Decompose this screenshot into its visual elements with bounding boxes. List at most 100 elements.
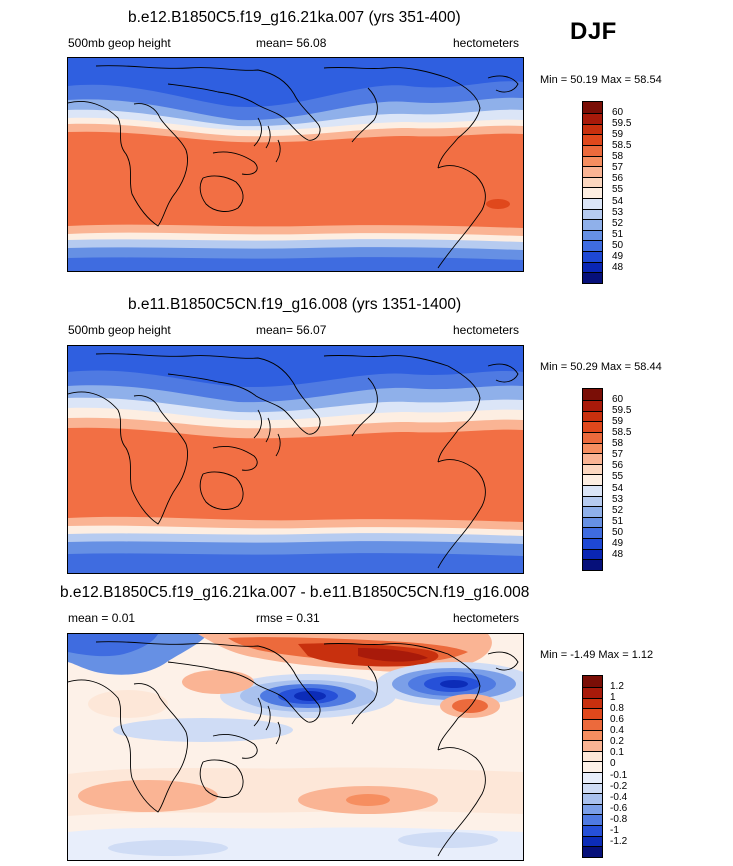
panel-3-units-label: hectometers: [453, 611, 520, 625]
panel-3-colorbar-tick: 0.8: [610, 703, 624, 714]
panel-2-colorbar-box: [583, 410, 602, 422]
panel-3-map: [67, 633, 524, 861]
panel-2-colorbar-box: [583, 442, 602, 454]
panel-2-colorbar-tick: 59: [612, 416, 624, 427]
panel-3-mean-label: mean = 0.01: [68, 611, 136, 625]
panel-3-colorbar-tick: -0.1: [610, 770, 628, 781]
panel-1-colorbar-box: [583, 219, 602, 230]
panel-3-colorbar-box: [583, 846, 602, 857]
panel-1-map: [67, 57, 524, 272]
panel-1-colorbar-box: [583, 240, 602, 251]
panel-1-colorbar-box: [583, 176, 602, 188]
panel-1-colorbar-tick: 53: [612, 207, 624, 218]
panel-2-colorbar-box: [583, 506, 602, 517]
panel-1-colorbar-box: [583, 155, 602, 167]
panel-2-colorbar-tick: 54: [612, 483, 624, 494]
panel-3-colorbar-tick: -0.4: [610, 792, 628, 803]
panel-3-colorbar-box: [583, 814, 602, 825]
panel-3-colorbar-tick: 0: [610, 758, 616, 769]
panel-3-minmax: Min = -1.49 Max = 1.12: [540, 649, 654, 661]
panel-1-colorbar-box: [583, 229, 602, 241]
panel-3-colorbar-tick: -0.8: [610, 814, 628, 825]
panel-2-colorbar-box: [583, 453, 602, 464]
panel-1-title: b.e12.B1850C5.f19_g16.21ka.007 (yrs 351-…: [128, 9, 461, 26]
panel-3-colorbar-box: [583, 740, 602, 751]
panel-3-colorbar-tick: 1: [610, 692, 616, 703]
panel-1-colorbar-box: [583, 166, 602, 177]
panel-2-colorbar-box: [583, 516, 602, 528]
panel-2-colorbar-tick: 49: [612, 538, 624, 549]
panel-1-colorbar-tick: 59.5: [612, 118, 632, 129]
panel-1-colorbar-box: [583, 123, 602, 135]
panel-2-colorbar-box: [583, 389, 602, 401]
panel-1-colorbar-tick: 52: [612, 218, 624, 229]
panel-3-colorbar-tick: -0.2: [610, 781, 628, 792]
panel-2-minmax: Min = 50.29 Max = 58.44: [540, 361, 662, 373]
panel-2-colorbar-box: [583, 527, 602, 538]
panel-2-colorbar: [582, 388, 603, 571]
panel-3-colorbar-tick: 0.2: [610, 736, 624, 747]
panel-3-colorbar-tick: 1.2: [610, 681, 624, 692]
panel-3-colorbar: [582, 675, 603, 858]
panel-3-colorbar-tick: 0.1: [610, 747, 624, 758]
panel-1-variable-label: 500mb geop height: [68, 36, 171, 50]
panel-1-colorbar-box: [583, 187, 602, 198]
panel-2-colorbar-box: [583, 474, 602, 485]
panel-2-colorbar-tick: 51: [612, 516, 624, 527]
panel-1-colorbar-tick: 57: [612, 162, 624, 173]
panel-2-colorbar-tick: 58: [612, 438, 624, 449]
panel-1-colorbar-tick: 55: [612, 184, 624, 195]
panel-2-colorbar-box: [583, 484, 602, 496]
panel-3-colorbar-box: [583, 761, 602, 772]
panel-3-colorbar-box: [583, 771, 602, 783]
panel-2-title: b.e11.B1850C5CN.f19_g16.008 (yrs 1351-14…: [128, 296, 462, 313]
panel-2-colorbar-tick: 59.5: [612, 405, 632, 416]
panel-3-colorbar-tick: -1: [610, 825, 619, 836]
panel-2-colorbar-tick: 50: [612, 527, 624, 538]
panel-3-colorbar-tick: -0.6: [610, 803, 628, 814]
panel-2-colorbar-box: [583, 548, 602, 560]
panel-2-colorbar-box: [583, 400, 602, 411]
panel-1-colorbar-box: [583, 113, 602, 124]
panel-3-colorbar-box: [583, 718, 602, 730]
panel-1-colorbar-box: [583, 102, 602, 114]
panel-2-colorbar-tick: 57: [612, 449, 624, 460]
panel-1-colorbar-tick: 50: [612, 240, 624, 251]
panel-3-colorbar-box: [583, 708, 602, 719]
panel-2-colorbar-tick: 60: [612, 394, 624, 405]
panel-1-colorbar-tick: 58.5: [612, 140, 632, 151]
panel-1-mean-label: mean= 56.08: [256, 36, 327, 50]
panel-1-colorbar-tick: 49: [612, 251, 624, 262]
panel-1-colorbar-tick: 59: [612, 129, 624, 140]
panel-1-colorbar: [582, 101, 603, 284]
panel-1-colorbar-box: [583, 197, 602, 209]
panel-1-units-label: hectometers: [453, 36, 520, 50]
panel-1-colorbar-tick: 54: [612, 196, 624, 207]
panel-2-map: [67, 345, 524, 574]
panel-2-colorbar-tick: 48: [612, 549, 624, 560]
panel-2-colorbar-tick: 56: [612, 460, 624, 471]
panel-2-colorbar-box: [583, 463, 602, 475]
panel-3-colorbar-box: [583, 835, 602, 847]
panel-2-contour-field: [68, 346, 523, 573]
panel-2-mean-label: mean= 56.07: [256, 323, 327, 337]
panel-3-colorbar-box: [583, 676, 602, 688]
panel-2-colorbar-box: [583, 559, 602, 570]
panel-3-colorbar-tick: 0.4: [610, 725, 624, 736]
panel-3-rmse-label: rmse = 0.31: [256, 611, 320, 625]
panel-2-colorbar-tick: 58.5: [612, 427, 632, 438]
panel-2-colorbar-tick: 52: [612, 505, 624, 516]
panel-2-colorbar-box: [583, 495, 602, 507]
panel-2-colorbar-tick: 53: [612, 494, 624, 505]
panel-2-colorbar-box: [583, 537, 602, 549]
panel-1-colorbar-tick: 56: [612, 173, 624, 184]
panel-1-colorbar-box: [583, 134, 602, 145]
panel-2-colorbar-box: [583, 431, 602, 443]
panel-2-units-label: hectometers: [453, 323, 520, 337]
panel-1-colorbar-tick: 51: [612, 229, 624, 240]
panel-3-colorbar-box: [583, 750, 602, 762]
panel-3-colorbar-tick: -1.2: [610, 836, 628, 847]
panel-3-colorbar-box: [583, 729, 602, 741]
panel-1-colorbar-tick: 60: [612, 107, 624, 118]
panel-1-minmax: Min = 50.19 Max = 58.54: [540, 74, 662, 86]
